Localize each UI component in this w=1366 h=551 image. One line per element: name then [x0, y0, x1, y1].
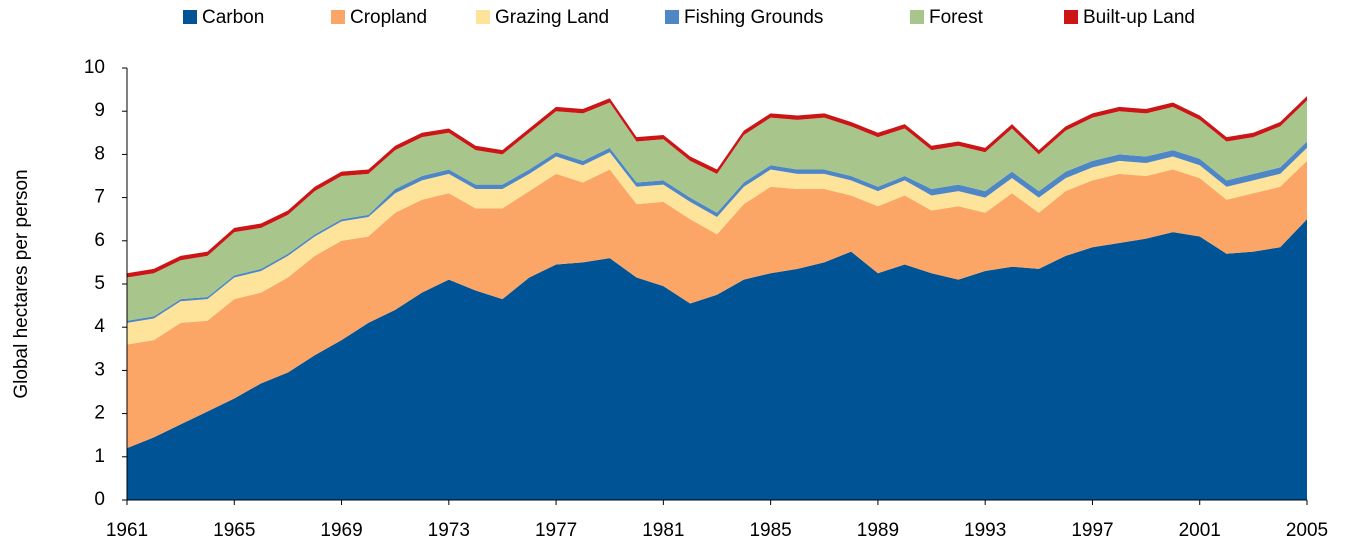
x-tick-label: 1993	[964, 520, 1006, 541]
y-tick-label: 10	[84, 57, 105, 78]
legend-label: Cropland	[350, 7, 427, 28]
x-tick-label: 1961	[106, 520, 148, 541]
y-tick-label: 3	[94, 359, 105, 380]
y-tick-label: 5	[94, 273, 105, 294]
legend-swatch	[183, 10, 197, 24]
area	[127, 100, 1307, 321]
y-tick-label: 9	[94, 100, 105, 121]
x-tick-label: 1981	[642, 520, 684, 541]
area	[127, 219, 1307, 500]
x-tick-label: 2001	[1179, 520, 1221, 541]
legend-swatch	[476, 10, 490, 24]
legend-swatch	[1064, 10, 1078, 24]
legend-label: Fishing Grounds	[684, 7, 823, 28]
x-tick-label: 1997	[1071, 520, 1113, 541]
x-tick-label: 1969	[320, 520, 362, 541]
x-tick-label: 1989	[857, 520, 899, 541]
legend-label: Forest	[929, 7, 984, 28]
area	[127, 160, 1307, 449]
y-tick-label: 2	[94, 403, 105, 424]
legend-swatch	[910, 10, 924, 24]
y-tick-label: 4	[94, 316, 105, 337]
y-tick-label: 8	[94, 143, 105, 164]
legend-label: Grazing Land	[495, 7, 609, 28]
x-tick-label: 1977	[535, 520, 577, 541]
legend-swatch	[665, 10, 679, 24]
legend-label: Built-up Land	[1083, 7, 1195, 28]
area	[127, 147, 1307, 345]
x-tick-label: 1973	[428, 520, 470, 541]
y-tick-label: 7	[94, 187, 105, 208]
area	[127, 96, 1307, 278]
x-tick-label: 2005	[1286, 520, 1328, 541]
area	[127, 141, 1307, 323]
x-tick-label: 1985	[749, 520, 791, 541]
x-tick-label: 1965	[213, 520, 255, 541]
legend-label: Carbon	[202, 7, 264, 28]
y-tick-label: 0	[94, 489, 105, 510]
y-axis-label: Global hectares per person	[11, 169, 32, 398]
y-tick-label: 6	[94, 230, 105, 251]
y-tick-label: 1	[94, 446, 105, 467]
legend-swatch	[331, 10, 345, 24]
